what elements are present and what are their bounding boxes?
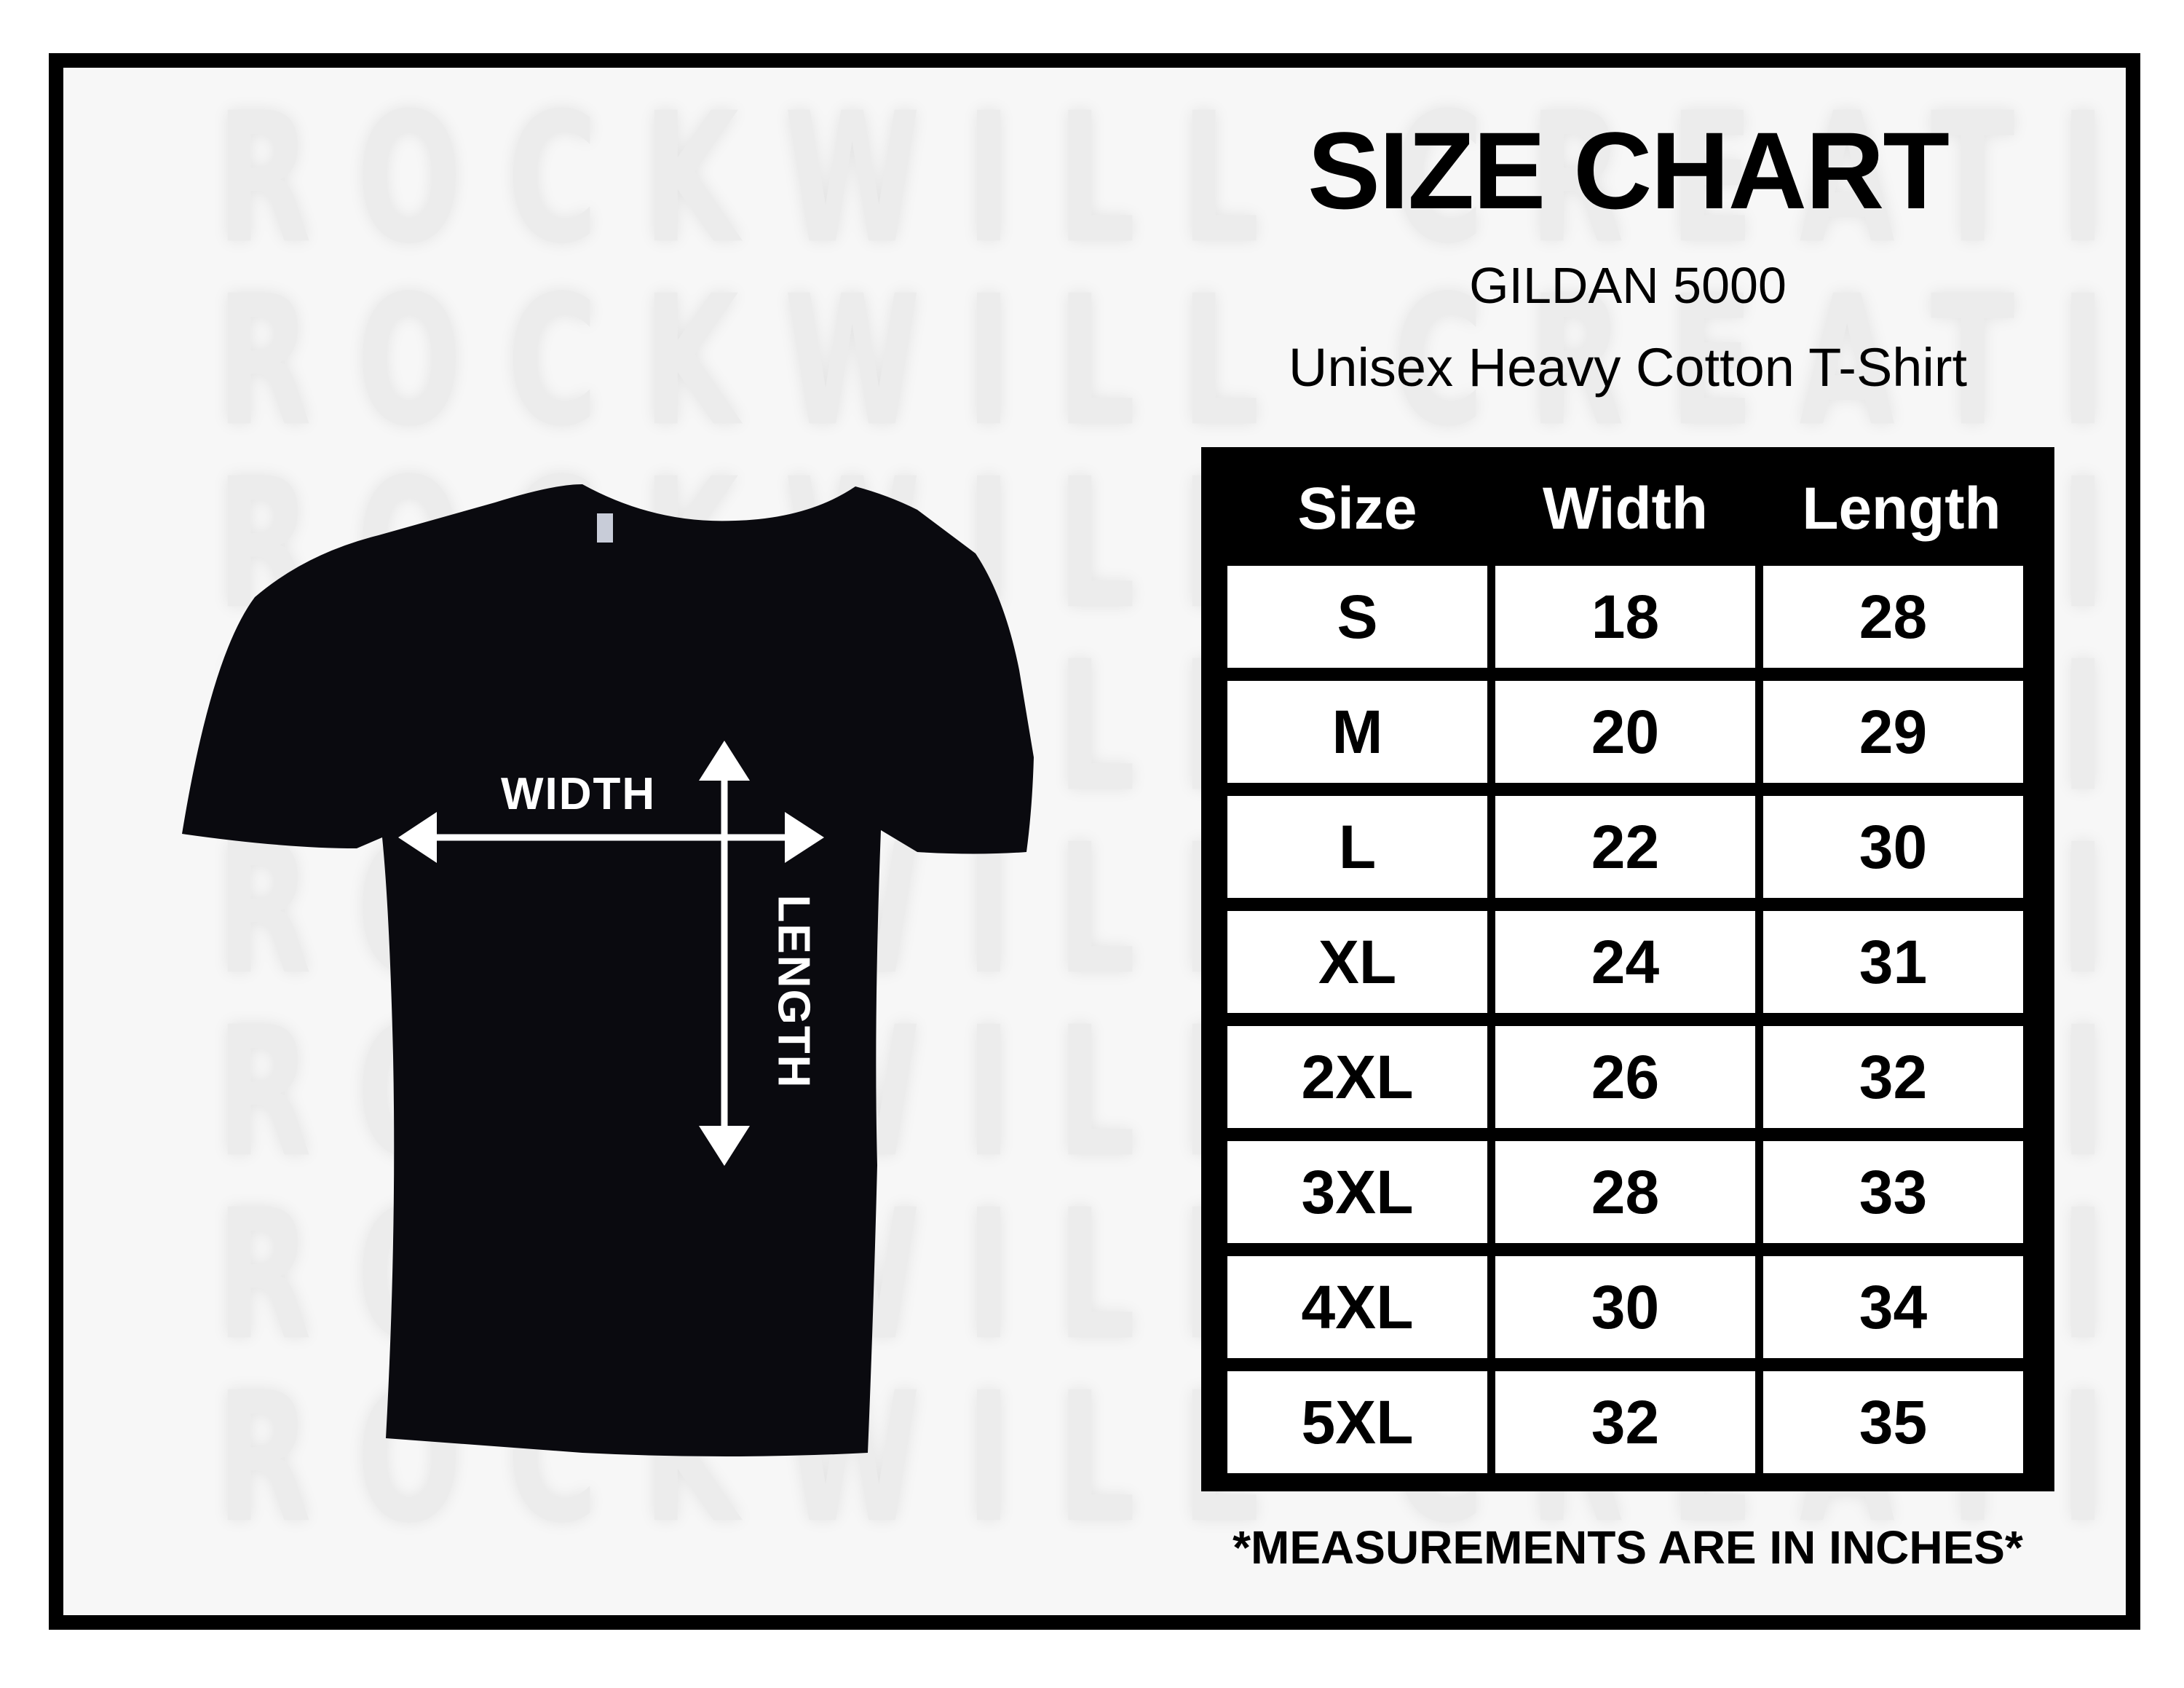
watermark-row: ROCKWILL CREATIVE — [216, 257, 2140, 467]
cell-width: 22 — [1495, 796, 1755, 898]
cell-size: 5XL — [1227, 1371, 1487, 1473]
cell-width: 18 — [1495, 566, 1755, 668]
cell-length: 35 — [1763, 1371, 2023, 1473]
cell-size: S — [1227, 566, 1487, 668]
column-header-width: Width — [1543, 476, 1708, 542]
cell-size: XL — [1227, 911, 1487, 1013]
page-title: SIZE CHART — [1307, 109, 1950, 232]
cell-width: 28 — [1495, 1141, 1755, 1243]
cell-length: 29 — [1763, 681, 2023, 783]
measurement-note: *MEASUREMENTS ARE IN INCHES* — [1233, 1521, 2023, 1574]
column-header-size: Size — [1297, 476, 1417, 542]
watermark-row: ROCKWILL CREATIVE — [216, 74, 2140, 284]
cell-width: 32 — [1495, 1371, 1755, 1473]
cell-width: 24 — [1495, 911, 1755, 1013]
product-name: Unisex Heavy Cotton T-Shirt — [1288, 337, 1968, 398]
cell-size: 4XL — [1227, 1256, 1487, 1358]
width-label: WIDTH — [501, 769, 657, 819]
cell-size: M — [1227, 681, 1487, 783]
cell-length: 32 — [1763, 1026, 2023, 1128]
cell-width: 30 — [1495, 1256, 1755, 1358]
cell-width: 26 — [1495, 1026, 1755, 1128]
cell-length: 30 — [1763, 796, 2023, 898]
cell-size: L — [1227, 796, 1487, 898]
cell-length: 34 — [1763, 1256, 2023, 1358]
cell-size: 3XL — [1227, 1141, 1487, 1243]
cell-length: 31 — [1763, 911, 2023, 1013]
product-code: GILDAN 5000 — [1469, 257, 1787, 314]
neck-tag — [597, 513, 613, 543]
length-arrow — [699, 741, 750, 1166]
size-table: Size Width Length S 18 28 M 20 29 L 22 30 XL 24 31 2… — [1201, 447, 2054, 1491]
column-header-length: Length — [1802, 476, 2001, 542]
length-label: LENGTH — [768, 894, 819, 1089]
width-arrow — [398, 812, 824, 863]
tshirt-shape — [182, 484, 1034, 1456]
cell-size: 2XL — [1227, 1026, 1487, 1128]
cell-width: 20 — [1495, 681, 1755, 783]
cell-length: 33 — [1763, 1141, 2023, 1243]
cell-length: 28 — [1763, 566, 2023, 668]
